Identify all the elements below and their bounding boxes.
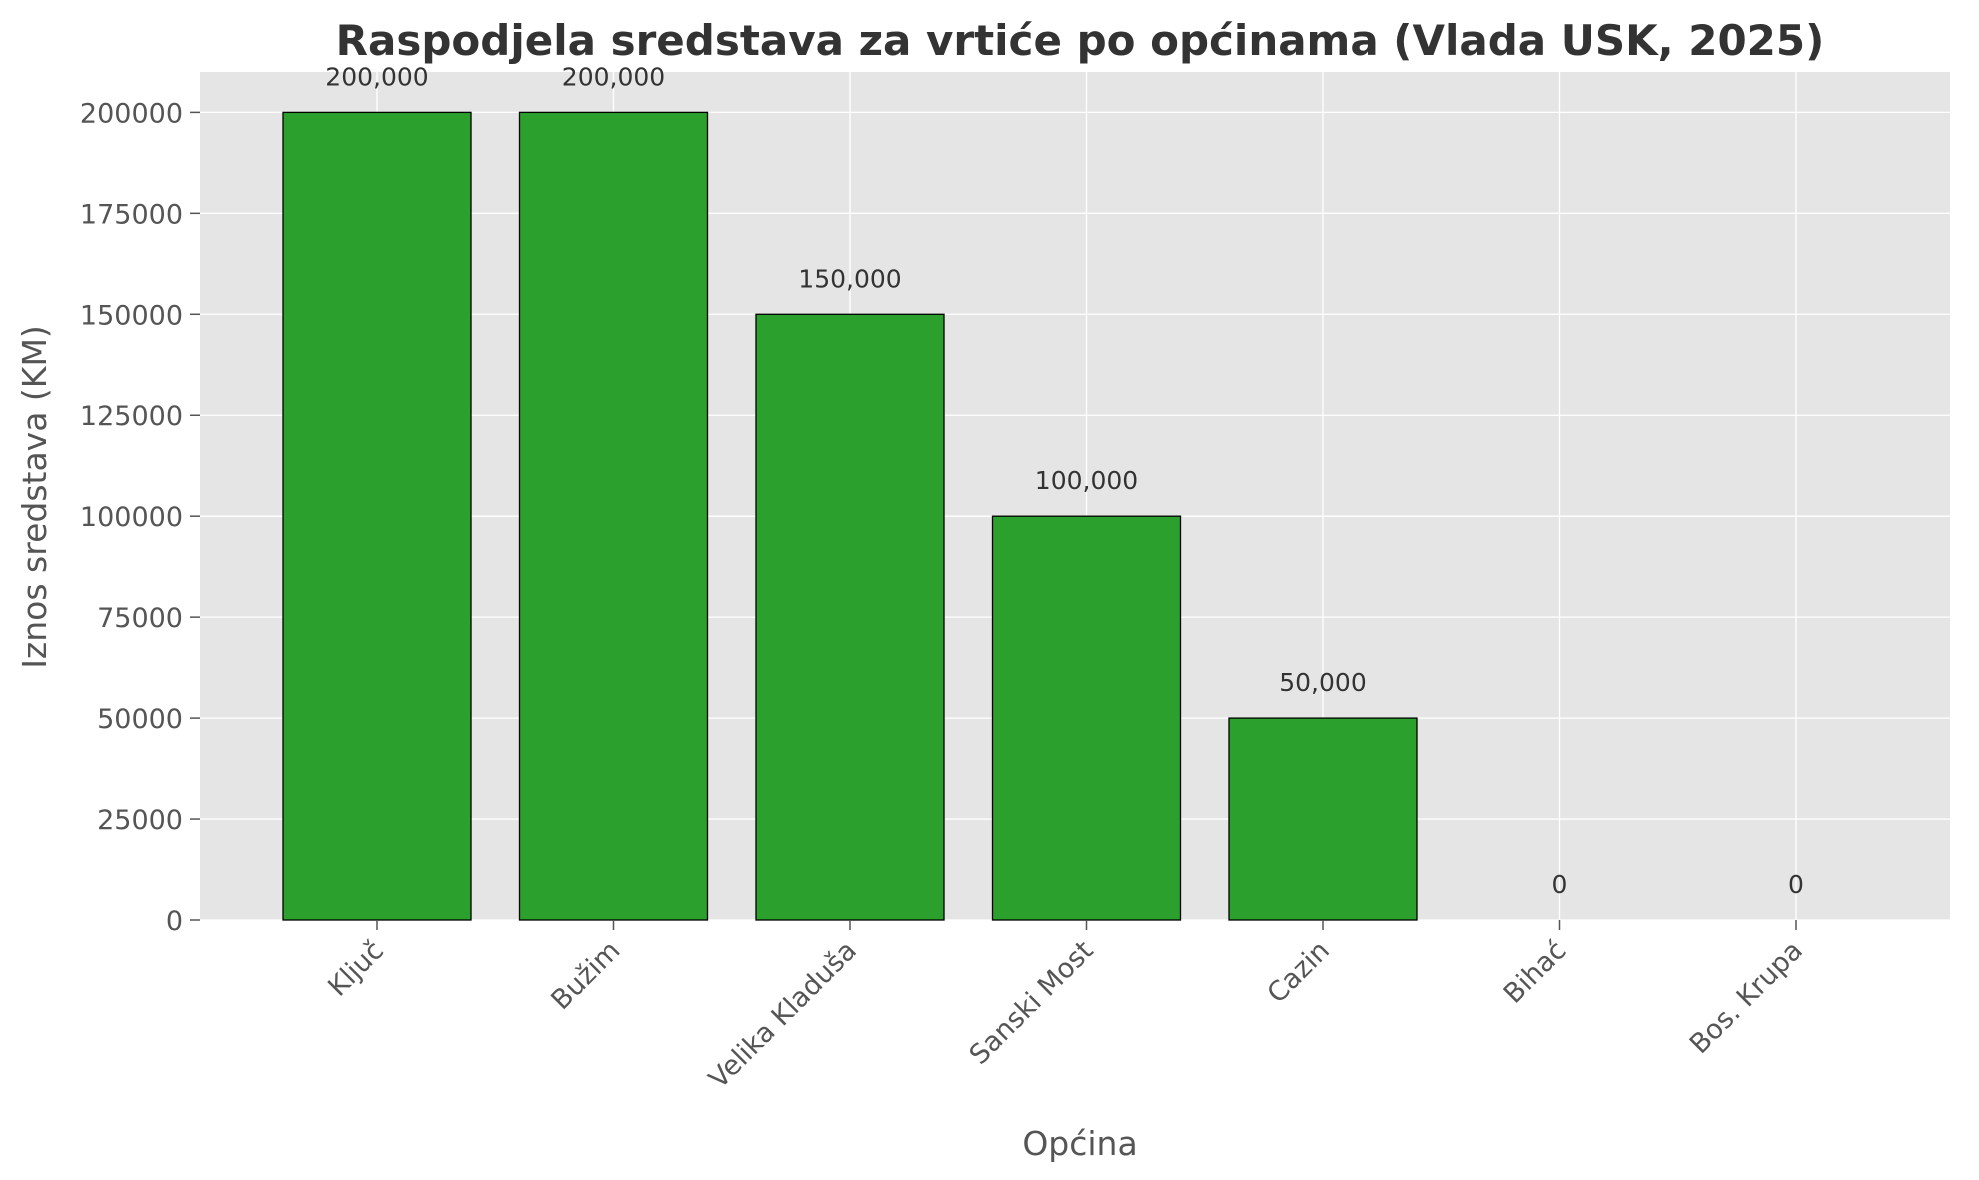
bar-value-label: 200,000 <box>325 62 428 91</box>
x-tick-label: Bužim <box>545 935 626 1016</box>
x-tick-label: Sanski Most <box>964 935 1100 1071</box>
x-axis-label: Općina <box>1022 1124 1137 1163</box>
y-tick-label: 175000 <box>80 199 183 230</box>
x-axis: Ključ Bužim Velika Kladuša Sanski Most Cazin… <box>322 920 1809 1095</box>
bar-value-label: 0 <box>1788 870 1804 899</box>
y-tick-label: 150000 <box>80 300 183 331</box>
bar-value-label: 150,000 <box>798 264 901 293</box>
x-tick-label: Cazin <box>1262 935 1336 1009</box>
y-tick-label: 25000 <box>97 805 183 836</box>
bar-value-label: 100,000 <box>1035 466 1138 495</box>
bar-value-label: 200,000 <box>562 62 665 91</box>
bar <box>991 515 1182 921</box>
chart-title: Raspodjela sredstava za vrtiće po općina… <box>336 16 1825 65</box>
y-tick-label: 100000 <box>80 502 183 533</box>
data-labels: 200,000 200,000 150,000 100,000 50,000 0 0 <box>325 62 1804 899</box>
x-tick-label: Velika Kladuša <box>703 935 863 1095</box>
y-tick-label: 75000 <box>97 603 183 634</box>
x-tick-label: Bihać <box>1498 935 1573 1010</box>
bar-value-label: 50,000 <box>1279 668 1366 697</box>
y-tick-label: 125000 <box>80 401 183 432</box>
bar-value-label: 0 <box>1552 870 1568 899</box>
y-axis-label: Iznos sredstava (KM) <box>15 325 54 669</box>
bars <box>282 111 1418 921</box>
y-tick-label: 200000 <box>80 98 183 129</box>
bar <box>518 111 709 921</box>
bar <box>1228 717 1418 921</box>
bar <box>755 313 945 921</box>
y-tick-label: 0 <box>166 906 183 937</box>
y-axis: 0 25000 50000 75000 100000 125000 150000 175000… <box>80 98 200 937</box>
y-tick-label: 50000 <box>97 704 183 735</box>
x-tick-label: Bos. Krupa <box>1684 935 1809 1060</box>
bar <box>282 111 472 921</box>
x-tick-label: Ključ <box>322 935 390 1003</box>
